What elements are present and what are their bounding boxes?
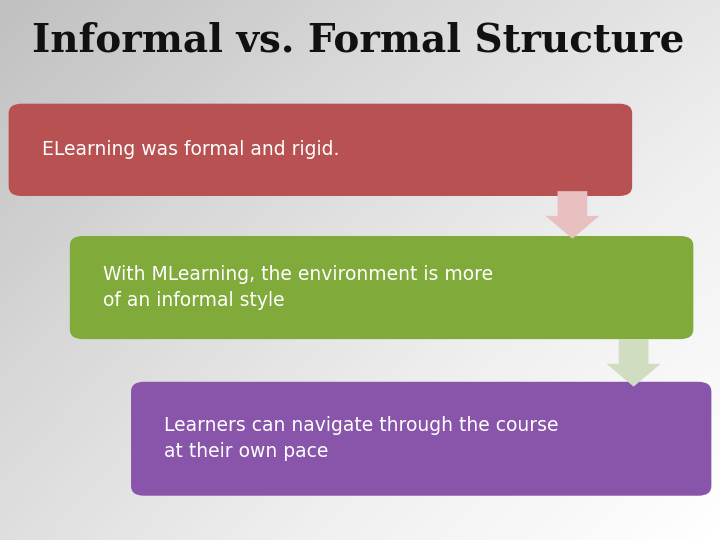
Text: With MLearning, the environment is more
of an informal style: With MLearning, the environment is more …: [103, 265, 493, 310]
FancyBboxPatch shape: [70, 236, 693, 339]
Polygon shape: [606, 339, 661, 387]
Text: ELearning was formal and rigid.: ELearning was formal and rigid.: [42, 140, 339, 159]
Text: Learners can navigate through the course
at their own pace: Learners can navigate through the course…: [164, 416, 559, 461]
FancyBboxPatch shape: [9, 104, 632, 196]
Text: Informal vs. Formal Structure: Informal vs. Formal Structure: [32, 22, 685, 59]
FancyBboxPatch shape: [131, 382, 711, 496]
Polygon shape: [546, 191, 599, 239]
